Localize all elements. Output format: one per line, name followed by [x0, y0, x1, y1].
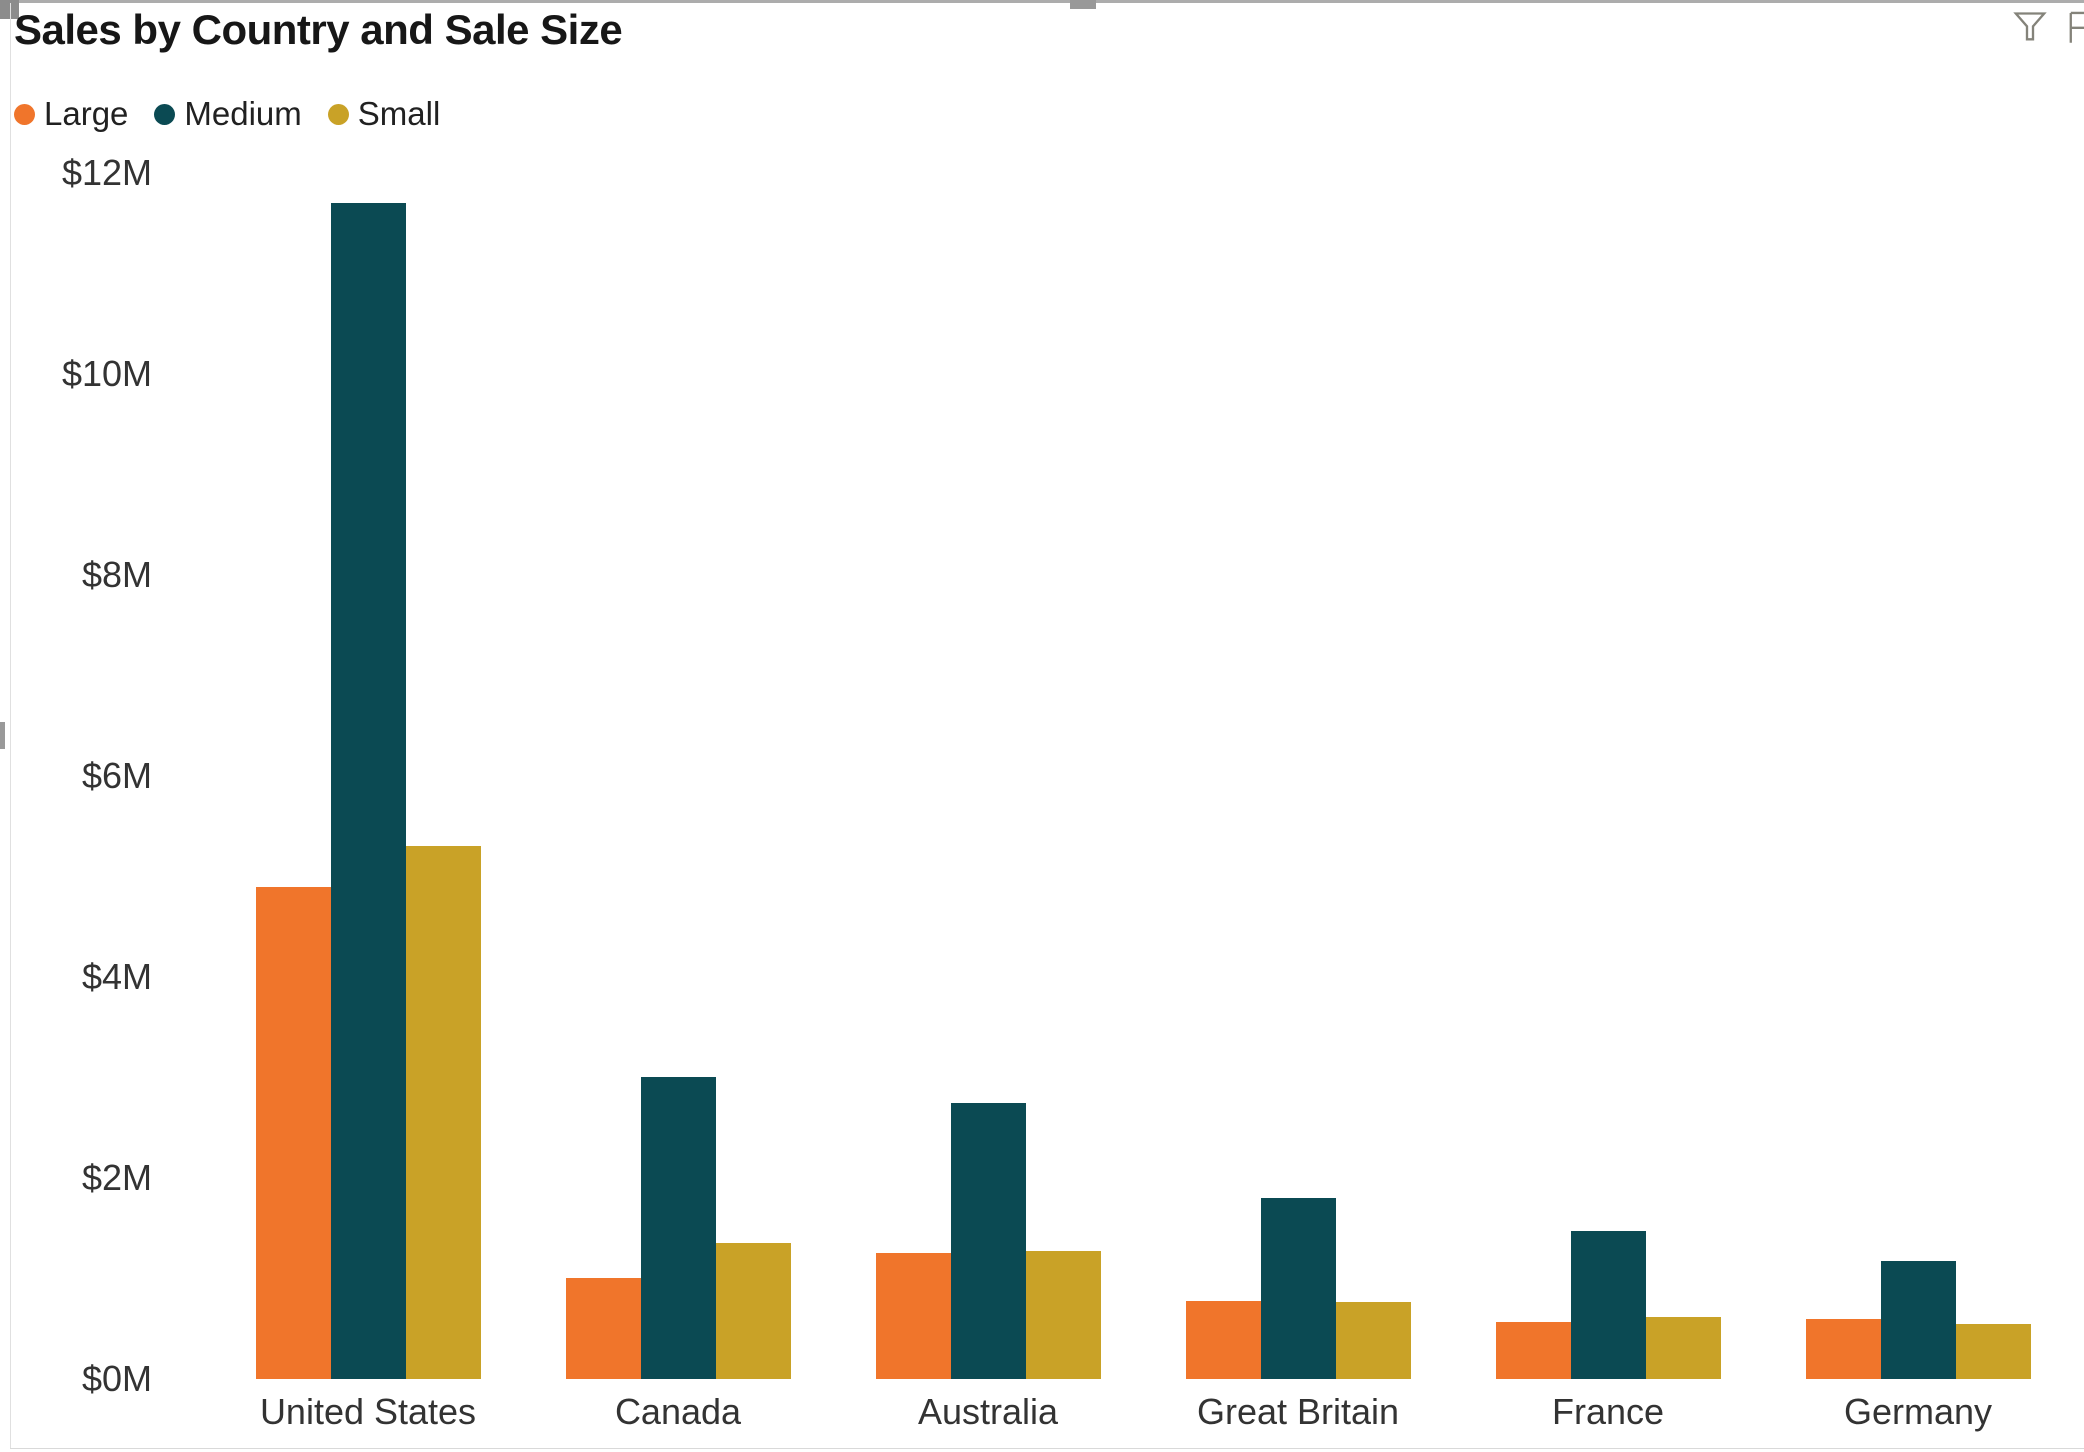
legend: Large Medium Small [14, 94, 440, 134]
bar-large-germany[interactable] [1806, 1319, 1881, 1379]
bar-large-france[interactable] [1496, 1322, 1571, 1379]
legend-label: Large [44, 94, 129, 132]
y-axis-tick-label: $0M [81, 1358, 152, 1399]
y-axis-tick-label: $10M [61, 353, 152, 394]
y-axis-tick-label: $12M [61, 152, 152, 193]
legend-dot-small [327, 103, 349, 125]
focus-mode-icon[interactable] [2064, 8, 2084, 46]
bar-small-germany[interactable] [1956, 1324, 2031, 1379]
y-axis-tick-label: $2M [81, 1157, 152, 1198]
bar-small-united-states[interactable] [406, 846, 481, 1379]
legend-label: Medium [184, 94, 302, 132]
legend-item-small[interactable]: Small [327, 94, 441, 132]
bar-medium-canada[interactable] [641, 1077, 716, 1379]
legend-item-medium[interactable]: Medium [154, 94, 302, 132]
visual-resize-handle-left[interactable] [0, 722, 5, 749]
bar-medium-great-britain[interactable] [1261, 1198, 1336, 1379]
legend-dot-large [14, 103, 35, 125]
legend-dot-medium [154, 103, 176, 125]
y-axis-tick-label: $6M [81, 755, 152, 796]
x-axis-label-united-states: United States [259, 1391, 477, 1432]
bar-medium-germany[interactable] [1881, 1261, 1956, 1379]
y-axis-tick-label: $4M [81, 956, 152, 997]
bar-medium-france[interactable] [1571, 1231, 1646, 1379]
x-axis-label-canada: Canada [614, 1391, 742, 1432]
filter-icon[interactable] [2010, 6, 2050, 46]
bar-large-australia[interactable] [876, 1253, 951, 1379]
chart-title: Sales by Country and Sale Size [14, 6, 623, 53]
visual-bottom-border [10, 1448, 2084, 1449]
visual-resize-handle-top[interactable] [1070, 0, 1096, 9]
bar-medium-united-states[interactable] [331, 203, 406, 1379]
bar-small-france[interactable] [1646, 1317, 1721, 1379]
visual-left-border [10, 3, 11, 1448]
bar-small-australia[interactable] [1026, 1251, 1101, 1379]
visual-resize-handle-topleft[interactable] [0, 0, 19, 19]
bar-large-great-britain[interactable] [1186, 1301, 1261, 1379]
visual-top-border [0, 0, 2084, 3]
x-axis-label-australia: Australia [917, 1391, 1059, 1432]
bar-large-united-states[interactable] [256, 887, 331, 1379]
x-axis-label-france: France [1551, 1391, 1665, 1432]
legend-label: Small [357, 94, 441, 132]
legend-item-large[interactable]: Large [14, 97, 128, 132]
x-axis-label-great-britain: Great Britain [1196, 1391, 1400, 1432]
x-axis-label-germany: Germany [1843, 1391, 1993, 1432]
bar-medium-australia[interactable] [951, 1103, 1026, 1379]
bar-small-canada[interactable] [716, 1243, 791, 1379]
y-axis-tick-label: $8M [81, 554, 152, 595]
bar-small-great-britain[interactable] [1336, 1302, 1411, 1379]
bar-large-canada[interactable] [566, 1278, 641, 1379]
